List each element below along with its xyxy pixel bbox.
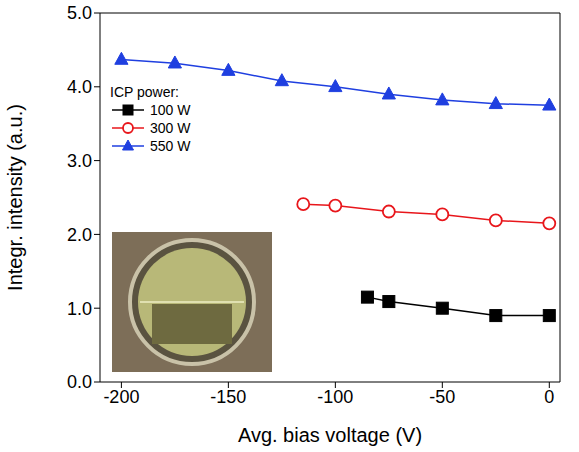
- svg-text:0: 0: [544, 387, 554, 407]
- html-text:100 W: 100 W: [150, 102, 191, 118]
- html-text:300 W: 300 W: [150, 120, 191, 136]
- svg-text:5.0: 5.0: [67, 3, 92, 23]
- svg-text:-200: -200: [103, 387, 139, 407]
- svg-text:1.0: 1.0: [67, 299, 92, 319]
- svg-text:2.0: 2.0: [67, 225, 92, 245]
- svg-text:-50: -50: [429, 387, 455, 407]
- svg-text:3.0: 3.0: [67, 151, 92, 171]
- html-text:550 W: 550 W: [150, 138, 191, 154]
- html-text:ICP power:: ICP power:: [110, 84, 179, 100]
- svg-text:-100: -100: [317, 387, 353, 407]
- svg-text:4.0: 4.0: [67, 77, 92, 97]
- svg-text:0.0: 0.0: [67, 372, 92, 392]
- svg-text:Integr. intensity (a.u.): Integr. intensity (a.u.): [4, 104, 26, 291]
- svg-text:Avg. bias voltage (V): Avg. bias voltage (V): [238, 424, 422, 446]
- svg-text:-150: -150: [210, 387, 246, 407]
